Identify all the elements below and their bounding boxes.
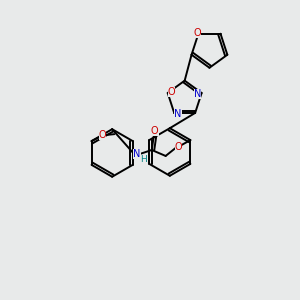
Text: N: N <box>133 149 141 159</box>
Text: O: O <box>168 87 176 97</box>
Text: H: H <box>140 155 147 164</box>
Text: N: N <box>175 109 182 119</box>
Text: O: O <box>194 28 201 38</box>
Text: O: O <box>99 130 106 140</box>
Text: O: O <box>175 142 182 152</box>
Text: O: O <box>151 126 159 136</box>
Text: N: N <box>194 89 201 99</box>
